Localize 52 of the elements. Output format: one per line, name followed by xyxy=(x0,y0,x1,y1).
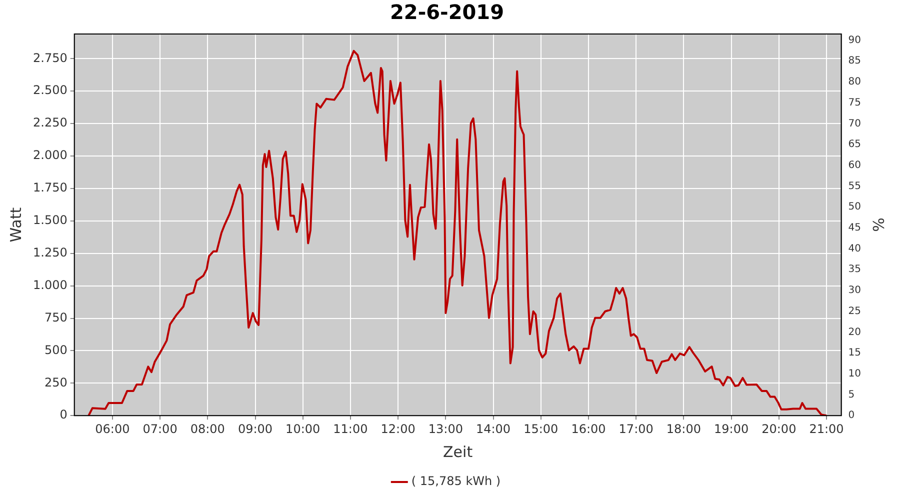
y-tick-label: 2.000 xyxy=(32,148,68,162)
x-tick-label: 07:00 xyxy=(142,422,178,436)
y2-tick-label: 50 xyxy=(848,202,862,213)
y2-tick-label: 5 xyxy=(848,389,855,400)
y2-tick-label: 35 xyxy=(848,264,862,276)
y-tick-label: 0 xyxy=(60,408,68,422)
y2-tick-label: 85 xyxy=(848,56,862,67)
y2-tick-label: 40 xyxy=(848,243,862,254)
y-tick-label: 1.000 xyxy=(32,278,68,292)
y-tick-label: 500 xyxy=(44,342,68,357)
y2-tick-label: 65 xyxy=(848,139,862,150)
x-tick-label: 17:00 xyxy=(618,422,654,436)
x-tick-label: 16:00 xyxy=(571,422,606,436)
y-tick-label: 2.750 xyxy=(32,50,68,65)
y-tick-label: 2.500 xyxy=(32,83,68,98)
x-tick-label: 10:00 xyxy=(286,422,320,436)
chart-title: 22-6-2019 xyxy=(390,0,504,24)
x-tick-label: 21:00 xyxy=(809,422,844,436)
x-tick-label: 19:00 xyxy=(714,422,749,436)
x-tick-label: 12:00 xyxy=(380,422,416,436)
y2-tick-label: 70 xyxy=(848,118,862,130)
x-tick-label: 11:00 xyxy=(333,422,368,436)
x-tick-label: 15:00 xyxy=(524,422,558,436)
y2-tick-label: 0 xyxy=(848,410,855,422)
y-tick-label: 250 xyxy=(44,375,68,390)
y-tick-label: 750 xyxy=(44,310,68,324)
y2-tick-label: 15 xyxy=(848,348,862,359)
y2-tick-label: 55 xyxy=(848,180,862,192)
legend-label: ( 15,785 kWh ) xyxy=(411,474,501,488)
y2-tick-label: 60 xyxy=(848,160,862,171)
y-tick-label: 2.250 xyxy=(32,116,68,130)
y2-tick-label: 10 xyxy=(848,368,862,380)
y-tick-label: 1.500 xyxy=(32,213,68,228)
y2-axis-title: % xyxy=(869,218,888,232)
x-tick-label: 09:00 xyxy=(238,422,273,436)
y2-tick-label: 80 xyxy=(848,76,862,88)
x-tick-label: 14:00 xyxy=(476,422,511,436)
y2-tick-label: 45 xyxy=(848,222,862,234)
x-tick-label: 06:00 xyxy=(95,422,130,436)
x-axis-title: Zeit xyxy=(443,442,473,461)
x-tick-label: 08:00 xyxy=(190,422,225,436)
x-tick-label: 13:00 xyxy=(428,422,463,436)
y2-tick-label: 20 xyxy=(848,326,862,338)
y2-tick-label: 30 xyxy=(848,285,862,296)
y2-tick-label: 90 xyxy=(848,34,862,46)
x-tick-label: 20:00 xyxy=(762,422,796,436)
y-axis-title: Watt xyxy=(6,207,25,242)
y2-tick-label: 75 xyxy=(848,97,862,108)
y-tick-label: 1.750 xyxy=(32,180,68,195)
x-tick-label: 18:00 xyxy=(666,422,701,436)
y2-tick-label: 25 xyxy=(848,306,862,317)
y-tick-label: 1.250 xyxy=(32,245,68,260)
